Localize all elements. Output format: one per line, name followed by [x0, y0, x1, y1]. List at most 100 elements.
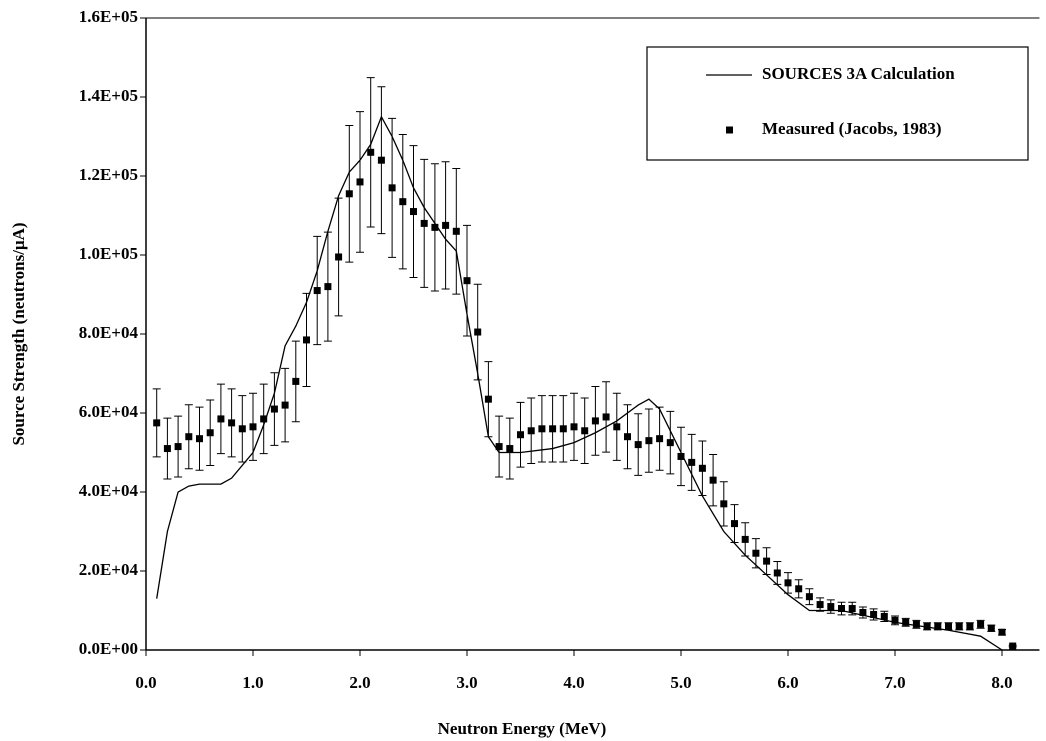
measured-point	[452, 227, 460, 235]
measured-point	[923, 622, 931, 630]
measured-point	[977, 620, 985, 628]
y-tick-label: 1.0E+05	[79, 244, 138, 263]
measured-point	[228, 419, 236, 427]
measured-point	[912, 620, 920, 628]
measured-point	[153, 419, 161, 427]
measured-point	[431, 223, 439, 231]
measured-point	[805, 593, 813, 601]
x-tick-label: 6.0	[777, 673, 798, 692]
y-tick-label: 1.4E+05	[79, 86, 138, 105]
measured-point	[741, 535, 749, 543]
legend-box	[646, 46, 1029, 161]
measured-point	[356, 178, 364, 186]
calculation-line	[156, 115, 1003, 651]
measured-point	[934, 622, 942, 630]
measured-point	[752, 549, 760, 557]
measured-point	[260, 415, 268, 423]
measured-point	[859, 608, 867, 616]
measured-point	[870, 610, 878, 618]
measured-point	[602, 413, 610, 421]
measured-point	[838, 605, 845, 613]
measured-point	[891, 616, 899, 624]
y-tick-label: 2.0E+04	[79, 560, 139, 579]
measured-point	[463, 277, 471, 285]
y-tick-label: 1.2E+05	[79, 165, 138, 184]
measured-point	[206, 429, 214, 437]
y-tick-label: 8.0E+04	[79, 323, 139, 342]
measured-point	[292, 377, 300, 385]
measured-point	[645, 437, 653, 445]
measured-point	[249, 423, 257, 431]
legend-marker	[726, 126, 733, 134]
y-tick-label: 0.0E+00	[79, 639, 138, 658]
legend-label: Measured (Jacobs, 1983)	[762, 119, 942, 138]
x-tick-label: 3.0	[456, 673, 477, 692]
measured-point	[484, 395, 492, 403]
measured-point	[185, 433, 193, 441]
y-tick-label: 6.0E+04	[79, 402, 139, 421]
legend-label: SOURCES 3A Calculation	[762, 64, 955, 83]
x-tick-label: 5.0	[670, 673, 691, 692]
measured-point	[495, 443, 503, 451]
x-tick-label: 1.0	[242, 673, 263, 692]
measured-point	[570, 423, 578, 431]
measured-point	[677, 452, 685, 460]
measured-point	[666, 439, 674, 447]
measured-point	[634, 441, 642, 449]
measured-point	[377, 156, 385, 164]
measured-point	[966, 622, 974, 630]
y-tick-label: 4.0E+04	[79, 481, 139, 500]
y-tick-label: 1.6E+05	[79, 7, 138, 26]
measured-point	[527, 427, 535, 435]
measured-point	[559, 425, 567, 433]
measured-point	[270, 405, 278, 413]
x-tick-label: 7.0	[884, 673, 905, 692]
x-tick-label: 2.0	[349, 673, 370, 692]
measured-point	[987, 624, 995, 632]
measured-point	[591, 417, 599, 425]
measured-point	[624, 433, 631, 441]
measured-point	[795, 585, 803, 593]
measured-point	[816, 601, 824, 609]
measured-point	[720, 500, 728, 508]
measured-point	[303, 336, 310, 344]
measured-point	[688, 458, 696, 466]
measured-point	[945, 622, 952, 630]
y-axis-label: Source Strength (neutrons/μA)	[9, 222, 28, 445]
measured-point	[163, 445, 171, 453]
measured-point	[731, 520, 738, 528]
measured-point	[442, 221, 450, 229]
measured-point	[880, 612, 888, 620]
measured-point	[388, 184, 396, 192]
measured-point	[399, 198, 407, 206]
measured-point	[420, 219, 428, 227]
measured-point	[217, 415, 225, 423]
measured-point	[335, 253, 343, 261]
measured-point	[367, 148, 375, 156]
measured-point	[1009, 642, 1017, 650]
measured-point	[902, 618, 910, 626]
x-tick-label: 0.0	[135, 673, 156, 692]
measured-point	[196, 435, 203, 443]
measured-point	[549, 425, 557, 433]
measured-point	[709, 476, 717, 484]
measured-point	[848, 605, 856, 613]
measured-point	[517, 431, 524, 439]
x-tick-label: 4.0	[563, 673, 584, 692]
measured-point	[174, 443, 182, 451]
measured-point	[763, 557, 771, 565]
measured-point	[238, 425, 246, 433]
measured-point	[345, 190, 353, 198]
measured-point	[613, 423, 621, 431]
measured-point	[827, 603, 835, 611]
measured-point	[581, 427, 589, 435]
measured-point	[656, 435, 664, 443]
measured-point	[784, 579, 792, 587]
measured-point	[698, 464, 706, 472]
measured-point	[474, 328, 482, 336]
measured-point	[955, 622, 963, 630]
x-axis-label: Neutron Energy (MeV)	[438, 719, 607, 738]
measured-point	[773, 569, 781, 577]
measured-point	[506, 445, 514, 453]
